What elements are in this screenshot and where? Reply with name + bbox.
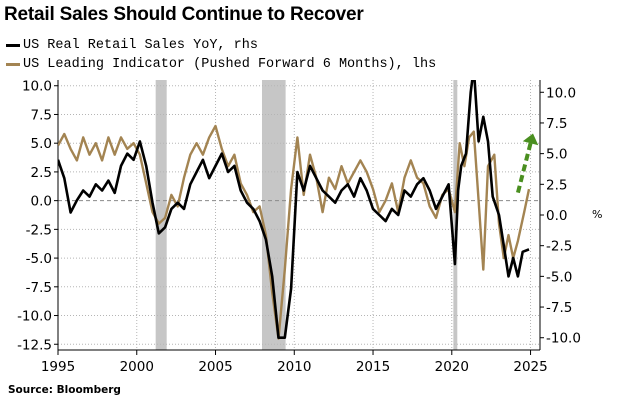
legend-swatch-retail-sales <box>6 44 20 47</box>
annotation-arrow-shaft <box>516 142 533 194</box>
x-tick-label-1: 2000 <box>120 359 154 375</box>
x-tick-label-0: 1995 <box>41 359 75 375</box>
legend-entry-retail-sales: US Real Retail Sales YoY, rhs <box>6 36 436 55</box>
left-tick-label-9: -12.5 <box>17 337 52 353</box>
chart-title: Retail Sales Should Continue to Recover <box>4 4 364 25</box>
series-line-retail-sales <box>58 80 530 340</box>
left-tick-label-3: 2.5 <box>31 165 52 181</box>
recession-band-1 <box>261 80 286 350</box>
legend-label-leading-indicator: US Leading Indicator (Pushed Forward 6 M… <box>23 57 437 72</box>
left-tick-label-0: 10.0 <box>22 79 52 95</box>
series-line-leading-indicator <box>58 124 531 340</box>
left-tick-label-1: 7.5 <box>31 107 52 123</box>
left-tick-label-7: -7.5 <box>26 280 52 296</box>
chart-legend: US Real Retail Sales YoY, rhs US Leading… <box>6 36 436 74</box>
source-note: Source: Bloomberg <box>8 384 121 396</box>
right-tick-label-2: 5.0 <box>546 147 567 163</box>
right-tick-label-1: 7.5 <box>546 116 567 132</box>
x-tick-label-3: 2010 <box>277 359 311 375</box>
right-tick-label-6: -5.0 <box>546 269 572 285</box>
right-axis-unit: % <box>592 208 602 221</box>
left-tick-label-6: -5.0 <box>26 251 52 267</box>
left-tick-label-5: -2.5 <box>26 222 52 238</box>
right-tick-label-8: -10.0 <box>546 331 581 347</box>
right-tick-label-3: 2.5 <box>546 177 567 193</box>
x-tick-label-5: 2020 <box>435 359 469 375</box>
recession-band-2 <box>453 80 458 350</box>
left-tick-label-8: -10.0 <box>17 309 52 325</box>
legend-label-retail-sales: US Real Retail Sales YoY, rhs <box>23 38 258 53</box>
x-tick-label-6: 2025 <box>513 359 547 375</box>
legend-swatch-leading-indicator <box>6 63 20 66</box>
right-tick-label-5: -2.5 <box>546 239 572 255</box>
recession-band-0 <box>155 80 167 350</box>
right-tick-label-0: 10.0 <box>546 85 576 101</box>
right-tick-label-7: -7.5 <box>546 300 572 316</box>
x-tick-label-4: 2015 <box>356 359 390 375</box>
left-tick-label-2: 5.0 <box>31 136 52 152</box>
x-tick-label-2: 2005 <box>198 359 232 375</box>
legend-entry-leading-indicator: US Leading Indicator (Pushed Forward 6 M… <box>6 55 436 74</box>
left-tick-label-4: 0.0 <box>31 194 52 210</box>
annotation-arrow-head <box>522 133 539 146</box>
right-tick-label-4: 0.0 <box>546 208 567 224</box>
